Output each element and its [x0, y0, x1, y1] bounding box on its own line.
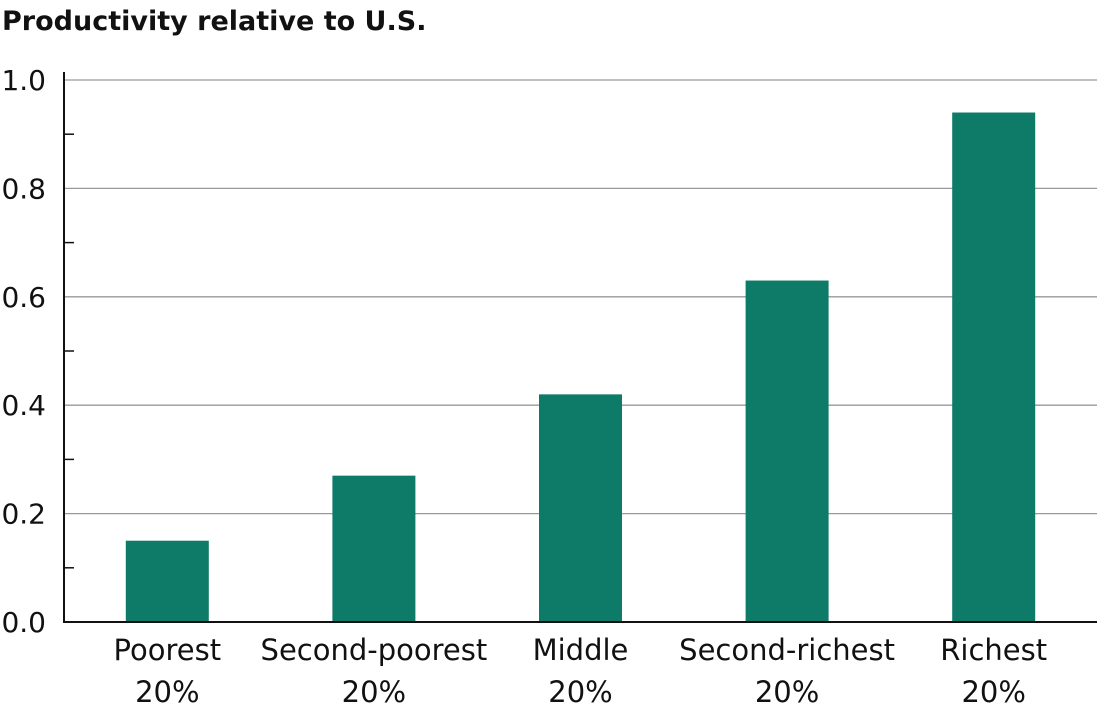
bar [332, 475, 416, 622]
bar-layer [125, 112, 1036, 623]
x-category-label: Richest [940, 633, 1047, 667]
y-tick-label: 0.8 [1, 172, 46, 205]
bar [125, 540, 209, 622]
x-category-label: Second-richest [679, 633, 895, 667]
x-category-label: Poorest [114, 633, 222, 667]
x-category-label: Middle [533, 633, 629, 667]
chart-title: Productivity relative to U.S. [2, 6, 426, 37]
y-tick-label: 0.4 [1, 389, 46, 422]
axis-layer [63, 72, 1097, 623]
y-tick-label: 0.2 [1, 498, 46, 531]
label-layer: 0.0 0.2 0.4 0.6 0.8 1.0 Poorest 20% Second-poore… [1, 64, 1047, 709]
y-tick-label: 1.0 [1, 64, 46, 97]
bar [539, 394, 622, 622]
grid-layer [64, 79, 1097, 515]
bar [745, 280, 829, 622]
x-category-label: 20% [342, 675, 406, 709]
x-category-label: 20% [961, 675, 1025, 709]
x-category-label: 20% [135, 675, 199, 709]
bar [952, 112, 1036, 623]
x-category-label: Second-poorest [261, 633, 488, 667]
x-category-label: 20% [548, 675, 612, 709]
y-tick-label: 0.6 [1, 281, 46, 314]
x-category-label: 20% [755, 675, 819, 709]
y-tick-label: 0.0 [1, 606, 46, 639]
